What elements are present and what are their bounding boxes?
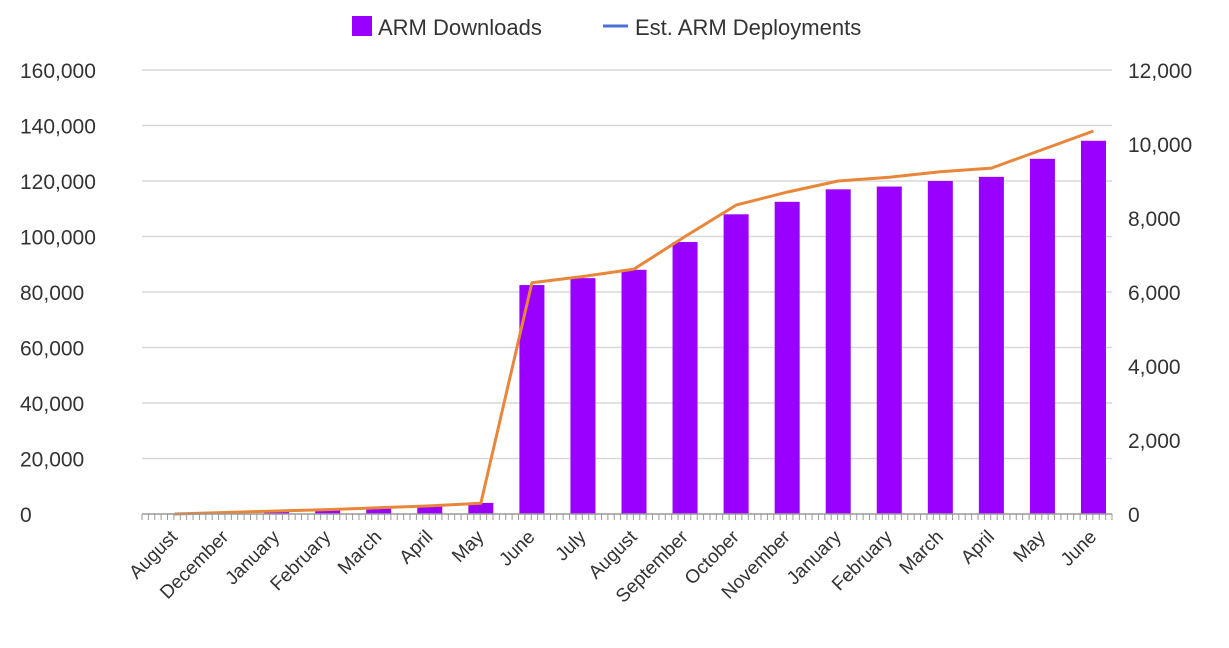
x-category-label: April xyxy=(396,527,438,569)
x-category-label: April xyxy=(957,527,999,569)
bar xyxy=(366,507,392,514)
y-right-tick-label: 4,000 xyxy=(1128,356,1181,379)
x-category-label: May xyxy=(448,526,489,567)
y-right-tick-label: 2,000 xyxy=(1128,430,1181,453)
y-left-tick-label: 0 xyxy=(20,504,32,527)
y-left-tick-label: 60,000 xyxy=(20,338,84,361)
bar xyxy=(672,242,698,515)
y-right-tick-label: 10,000 xyxy=(1128,134,1192,157)
bar xyxy=(825,189,851,514)
bar xyxy=(315,509,341,514)
legend-label-arm-downloads: ARM Downloads xyxy=(378,15,542,40)
y-right-tick-label: 6,000 xyxy=(1128,282,1181,305)
bar xyxy=(723,214,749,515)
x-category-label: March xyxy=(334,527,386,579)
x-axis xyxy=(141,513,1113,520)
bar xyxy=(1080,140,1106,514)
bar xyxy=(468,502,494,514)
bar xyxy=(1029,158,1055,515)
y-left-tick-label: 100,000 xyxy=(20,227,96,250)
legend-swatch-arm-downloads xyxy=(352,16,372,36)
y-left-tick-label: 120,000 xyxy=(20,171,96,194)
x-category-label: July xyxy=(552,526,591,565)
y-left-tick-label: 140,000 xyxy=(20,116,96,139)
line-series-est-arm-deployments xyxy=(174,129,1095,516)
bar xyxy=(570,278,596,514)
y-left-tick-label: 80,000 xyxy=(20,282,84,305)
bar xyxy=(621,269,647,514)
y-left-tick-label: 160,000 xyxy=(20,60,96,83)
bar xyxy=(927,181,953,514)
x-category-label: May xyxy=(1010,526,1051,567)
y-axis-left: 0 20,000 40,000 60,000 80,000 100,000 120,000 1… xyxy=(20,60,96,527)
y-right-tick-label: 12,000 xyxy=(1128,60,1192,83)
y-left-tick-label: 20,000 xyxy=(20,449,84,472)
bar xyxy=(978,176,1004,514)
bar xyxy=(876,186,902,515)
bar-series-arm-downloads xyxy=(162,140,1106,515)
y-right-tick-label: 8,000 xyxy=(1128,208,1181,231)
x-category-label: June xyxy=(495,527,539,571)
bar xyxy=(774,201,800,514)
bar xyxy=(264,511,290,514)
legend-label-est-arm-deployments: Est. ARM Deployments xyxy=(635,15,861,40)
legend: ARM Downloads Est. ARM Deployments xyxy=(352,15,861,40)
y-right-tick-label: 0 xyxy=(1128,504,1140,527)
x-category-label: March xyxy=(896,527,948,579)
x-category-label: June xyxy=(1057,527,1101,571)
y-axis-right: 0 2,000 4,000 6,000 8,000 10,000 12,000 xyxy=(1128,60,1192,527)
y-left-tick-label: 40,000 xyxy=(20,393,84,416)
bar xyxy=(417,505,443,514)
